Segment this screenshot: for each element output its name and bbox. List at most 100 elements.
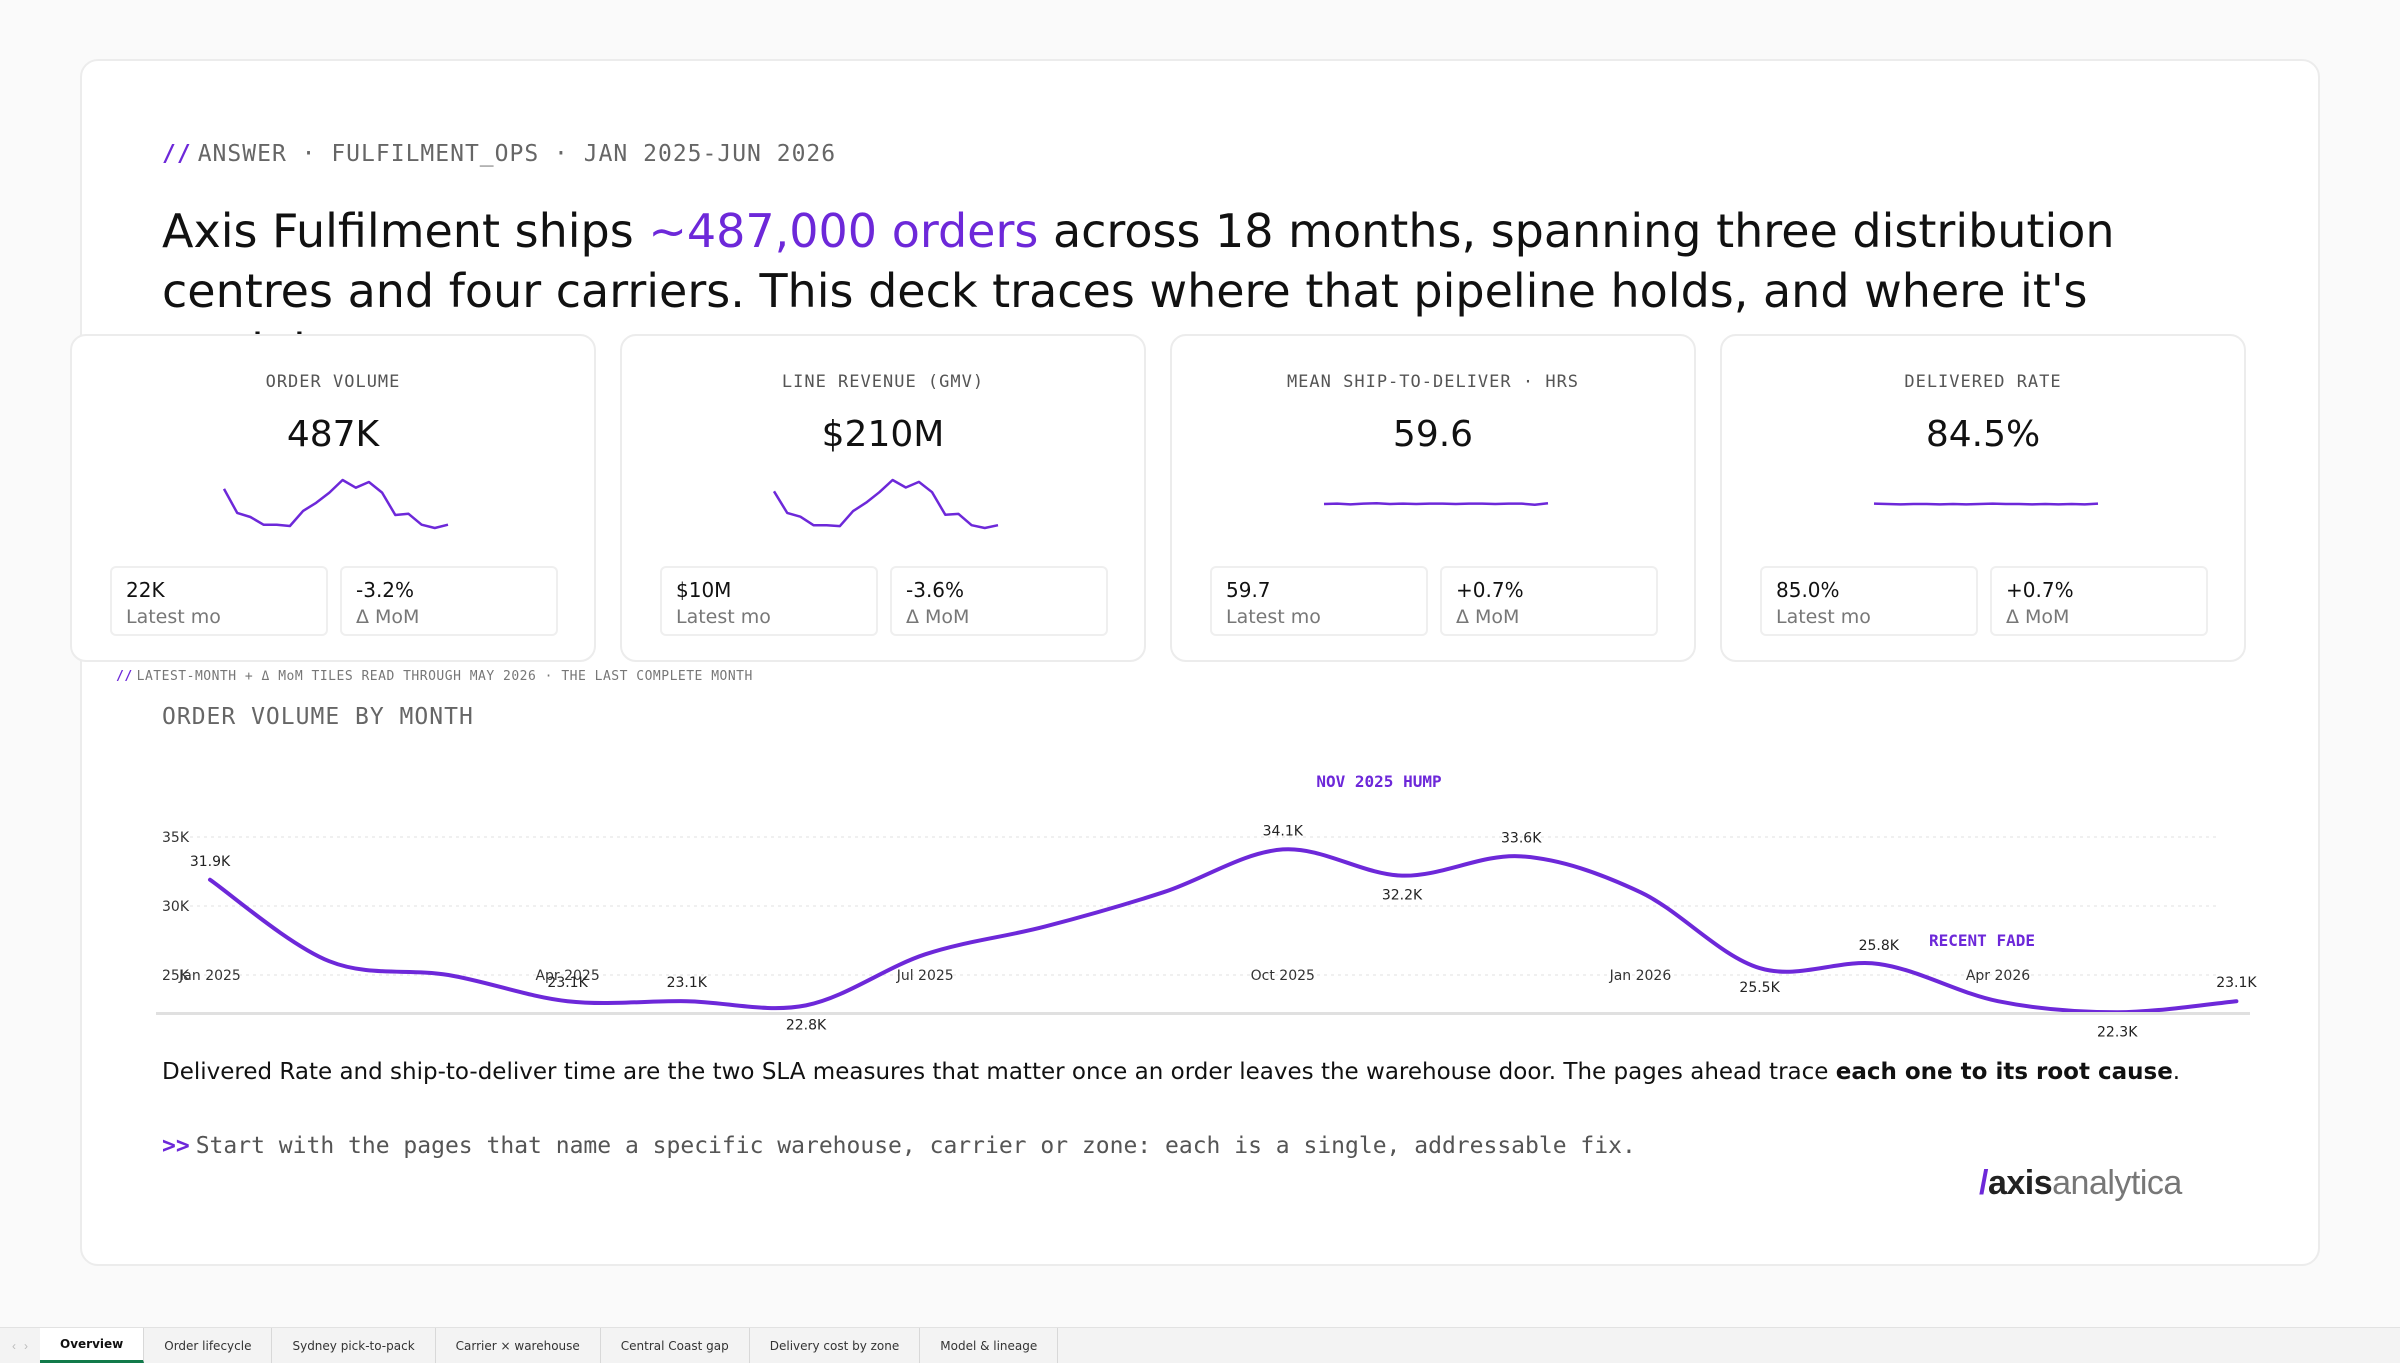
data-label: 31.9K (190, 854, 231, 870)
kpi-latest-tile: 22K Latest mo (110, 566, 328, 636)
kpi-value: $210M (821, 414, 945, 455)
kpi-latest-label: Latest mo (676, 606, 771, 628)
kpi-footnote: //LATEST-MONTH + Δ MoM TILES READ THROUG… (116, 669, 753, 684)
sparkline-path (222, 478, 449, 530)
data-label: 34.1K (1263, 823, 1304, 839)
sparkline-path (1323, 501, 1549, 507)
sparkline-path (772, 478, 999, 530)
kpi-mom-tile: +0.7% Δ MoM (1990, 566, 2208, 636)
chevron-left-icon[interactable]: ‹ (12, 1338, 16, 1353)
chart-annotation: NOV 2025 HUMP (1316, 772, 1441, 791)
kpi-sparkline (1873, 502, 2099, 506)
x-tick-label: Apr 2025 (535, 968, 599, 984)
data-label: 22.3K (2097, 1024, 2138, 1040)
chart-title: ORDER VOLUME BY MONTH (162, 704, 474, 730)
body-paragraph: Delivered Rate and ship-to-deliver time … (162, 1056, 2242, 1088)
page-tab-bar: ‹ › Overview Order lifecycle Sydney pick-… (0, 1327, 2400, 1363)
data-label: 32.2K (1382, 888, 1423, 904)
kpi-latest-label: Latest mo (1226, 606, 1321, 628)
kpi-mom-tile: -3.2% Δ MoM (340, 566, 558, 636)
kpi-title: MEAN SHIP-TO-DELIVER · HRS (1286, 372, 1580, 392)
body-bold: each one to its root cause (1835, 1059, 2173, 1085)
data-label: 25.5K (1739, 980, 1780, 996)
tab-sydney-pick-to-pack[interactable]: Sydney pick-to-pack (272, 1328, 436, 1363)
chart-divider (156, 1012, 2250, 1015)
kpi-sparkline (222, 478, 449, 530)
kpi-value: 487K (286, 414, 380, 455)
kpi-mom-value: -3.2% (356, 578, 415, 602)
kpi-mom-tile: -3.6% Δ MoM (890, 566, 1108, 636)
kpi-mom-value: +0.7% (2006, 578, 2074, 602)
data-label: 25.8K (1859, 938, 1900, 954)
tab-overview[interactable]: Overview (40, 1328, 145, 1363)
logo-light: analytica (2052, 1164, 2182, 1202)
chart-annotation: RECENT FADE (1929, 931, 2035, 950)
tab-central-coast-gap[interactable]: Central Coast gap (600, 1328, 750, 1363)
cta-text: Start with the pages that name a specifi… (195, 1133, 1636, 1159)
kpi-mom-label: Δ MoM (1456, 606, 1520, 628)
kpi-latest-value: 85.0% (1776, 578, 1840, 602)
data-label: 23.1K (547, 975, 588, 991)
tab-carrier-warehouse[interactable]: Carrier × warehouse (435, 1328, 601, 1363)
footnote-slashes: // (116, 669, 133, 684)
headline-highlight: ~487,000 orders (648, 204, 1039, 258)
y-tick-label: 30K (162, 899, 190, 915)
x-tick-label: Apr 2026 (1966, 968, 2030, 984)
kpi-latest-value: $10M (676, 578, 732, 602)
kpi-latest-value: 22K (126, 578, 165, 602)
content-card: //ANSWER · FULFILMENT_OPS · JAN 2025-JUN… (70, 59, 2320, 1266)
logo-slash: / (1979, 1164, 1988, 1202)
eyebrow-text: ANSWER · FULFILMENT_OPS · JAN 2025-JUN 2… (197, 141, 837, 167)
body-pre: Delivered Rate and ship-to-deliver time … (162, 1059, 1836, 1085)
kpi-title: LINE REVENUE (GMV) (781, 372, 985, 392)
kpi-mom-label: Δ MoM (356, 606, 420, 628)
cta-arrow: >> (162, 1133, 190, 1159)
kpi-latest-label: Latest mo (1776, 606, 1871, 628)
y-tick-label: 35K (162, 830, 190, 846)
sparkline-path (1873, 502, 2099, 506)
footnote-text: LATEST-MONTH + Δ MoM TILES READ THROUGH … (136, 669, 753, 684)
body-post: . (2172, 1059, 2181, 1085)
kpi-title: DELIVERED RATE (1904, 372, 2062, 392)
tab-model-lineage[interactable]: Model & lineage (920, 1328, 1059, 1363)
kpi-latest-label: Latest mo (126, 606, 221, 628)
kpi-mom-label: Δ MoM (906, 606, 970, 628)
x-tick-label: Jan 2025 (178, 968, 241, 984)
x-tick-label: Jan 2026 (1609, 968, 1672, 984)
tab-delivery-cost-by-zone[interactable]: Delivery cost by zone (749, 1328, 921, 1363)
kpi-mom-tile: +0.7% Δ MoM (1440, 566, 1658, 636)
tab-order-lifecycle[interactable]: Order lifecycle (144, 1328, 273, 1363)
data-label: 33.6K (1501, 830, 1542, 846)
x-tick-label: Oct 2025 (1251, 968, 1315, 984)
logo-strong: axis (1987, 1164, 2053, 1202)
kpi-value: 59.6 (1392, 414, 1474, 455)
headline-pre: Axis Fulfilment ships (162, 204, 649, 258)
data-label: 23.1K (2216, 975, 2257, 991)
kpi-sparkline (1323, 501, 1549, 507)
kpi-latest-tile: 59.7 Latest mo (1210, 566, 1428, 636)
kpi-value: 84.5% (1925, 414, 2041, 455)
kpi-latest-value: 59.7 (1226, 578, 1271, 602)
kpi-latest-tile: $10M Latest mo (660, 566, 878, 636)
kpi-latest-tile: 85.0% Latest mo (1760, 566, 1978, 636)
eyebrow-slashes: // (162, 141, 192, 167)
data-label: 22.8K (786, 1017, 827, 1033)
axisanalytica-logo: /axisanalytica (1979, 1164, 2182, 1203)
y-tick-label: 25K (162, 968, 190, 984)
eyebrow: //ANSWER · FULFILMENT_OPS · JAN 2025-JUN… (162, 141, 836, 167)
data-label: 23.1K (667, 975, 708, 991)
kpi-sparkline (772, 478, 999, 530)
kpi-mom-value: +0.7% (1456, 578, 1524, 602)
series-line (208, 847, 2239, 1015)
kpi-mom-label: Δ MoM (2006, 606, 2070, 628)
chevron-right-icon[interactable]: › (24, 1338, 28, 1353)
tab-scroll-arrows[interactable]: ‹ › (0, 1328, 40, 1363)
kpi-mom-value: -3.6% (906, 578, 965, 602)
kpi-title: ORDER VOLUME (265, 372, 401, 392)
kpi-card-order-volume: ORDER VOLUME 487K 22K Latest mo -3.2% Δ Mo… (70, 334, 596, 662)
call-to-action: >> Start with the pages that name a speci… (162, 1133, 1636, 1159)
kpi-card-delivered-rate: DELIVERED RATE 84.5% 85.0% Latest mo +0.7… (1720, 334, 2246, 662)
kpi-card-line-revenue: LINE REVENUE (GMV) $210M $10M Latest mo -… (620, 334, 1146, 662)
kpi-card-ship-to-deliver: MEAN SHIP-TO-DELIVER · HRS 59.6 59.7 Late… (1170, 334, 1696, 662)
x-tick-label: Jul 2025 (896, 968, 954, 984)
